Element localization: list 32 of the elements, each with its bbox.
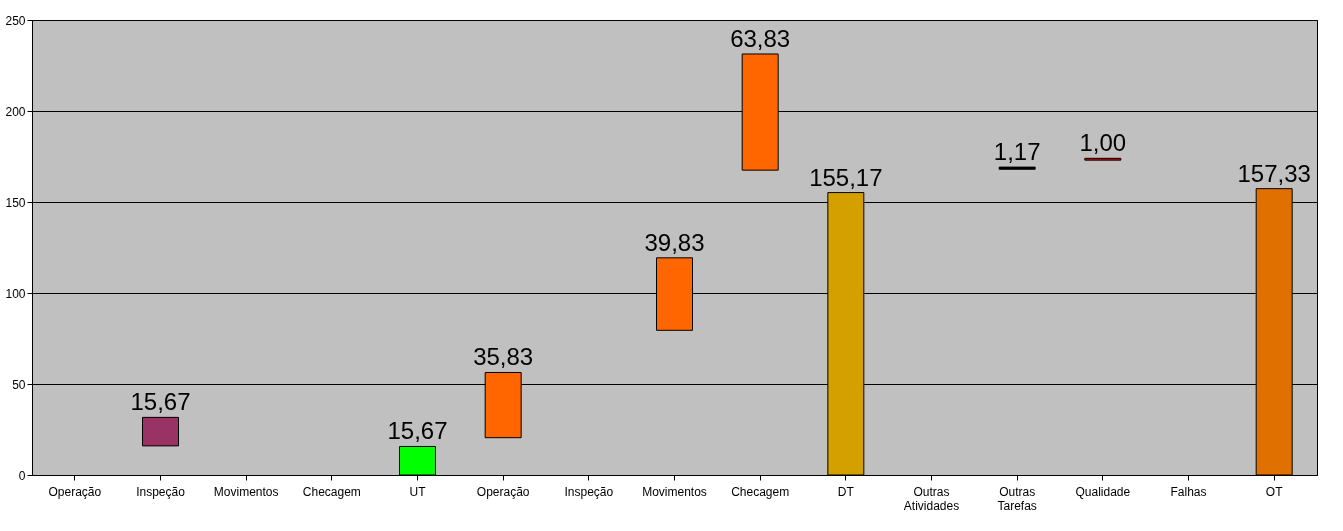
data-label: 155,17 bbox=[809, 163, 883, 191]
bar bbox=[142, 416, 179, 447]
data-label: 15,67 bbox=[130, 388, 191, 416]
y-tick-label: 200 bbox=[5, 104, 26, 119]
x-tick-label: UT bbox=[409, 484, 427, 499]
data-label: 15,67 bbox=[387, 417, 448, 445]
y-tick-label: 150 bbox=[5, 195, 26, 210]
bar bbox=[998, 166, 1036, 170]
data-label: 1,00 bbox=[1079, 129, 1127, 157]
data-label: 1,17 bbox=[993, 138, 1041, 166]
x-tick-label: Outras Atividades bbox=[903, 484, 960, 513]
x-tick-label: OT bbox=[1265, 484, 1284, 499]
x-tick-label: Movimentos bbox=[213, 484, 279, 499]
data-label: 35,83 bbox=[473, 343, 534, 371]
x-tick-label: Inspeção bbox=[564, 484, 614, 499]
y-tick-label: 250 bbox=[5, 13, 26, 28]
x-tick-label: Inspeção bbox=[136, 484, 186, 499]
x-tick-label: Checagem bbox=[731, 484, 790, 499]
x-tick-label: DT bbox=[837, 484, 855, 499]
data-label: 39,83 bbox=[644, 228, 705, 256]
x-tick-label: Operação bbox=[48, 484, 102, 499]
y-tick-label: 100 bbox=[5, 286, 26, 301]
x-tick-label: Qualidade bbox=[1075, 484, 1131, 499]
data-label: 63,83 bbox=[730, 24, 791, 52]
y-tick-label: 0 bbox=[18, 468, 26, 483]
x-tick-label: Operação bbox=[476, 484, 530, 499]
x-tick-label: Checagem bbox=[302, 484, 361, 499]
x-tick-label: Falhas bbox=[1170, 484, 1207, 499]
data-label: 157,33 bbox=[1237, 159, 1311, 187]
x-tick-label: Movimentos bbox=[642, 484, 707, 499]
y-tick-label: 50 bbox=[12, 377, 26, 392]
x-tick-label: Outras Tarefas bbox=[997, 484, 1037, 513]
